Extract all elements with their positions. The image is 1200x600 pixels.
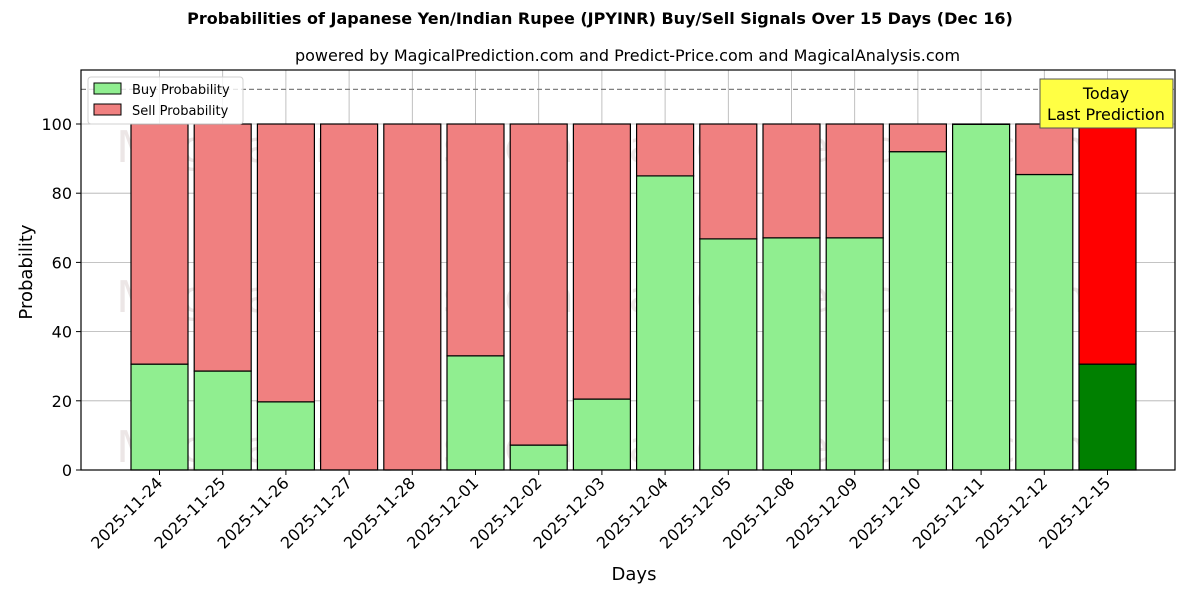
legend-sell-swatch	[93, 103, 122, 116]
buy-bar	[888, 151, 948, 471]
sell-bar	[572, 123, 632, 400]
bar-group	[446, 123, 505, 471]
sell-bar	[825, 123, 884, 239]
bar-group	[320, 123, 379, 471]
buy-bar	[572, 398, 632, 471]
sell-bar	[383, 123, 442, 471]
sell-bar	[256, 123, 315, 403]
buy-bar	[635, 175, 695, 471]
annotation-line2: Last Prediction	[1047, 105, 1165, 124]
bar-group	[1078, 123, 1137, 471]
sell-bar	[1015, 123, 1074, 176]
bar-group	[635, 123, 695, 471]
bar-group	[193, 123, 252, 471]
bar-group	[572, 123, 632, 471]
buy-bar	[130, 363, 189, 471]
sell-bar	[888, 123, 948, 153]
legend-buy-swatch	[93, 82, 122, 95]
bar-group	[825, 123, 884, 471]
x-axis: 2025-11-242025-11-252025-11-262025-11-27…	[87, 470, 1114, 553]
x-axis-label: Days	[612, 564, 657, 585]
plot-frame	[80, 69, 1176, 471]
y-tick-label: 0	[62, 461, 72, 480]
y-tick-label: 80	[52, 184, 72, 203]
y-axis: 0 20 40 60 80 100	[41, 115, 81, 480]
sell-bar	[320, 123, 379, 471]
buy-bar	[1015, 173, 1074, 471]
y-tick-label: 40	[52, 323, 72, 342]
sell-bar	[699, 123, 758, 240]
buy-bar	[446, 355, 505, 471]
bar-group	[256, 123, 315, 471]
chart-subtitle: powered by MagicalPrediction.com and Pre…	[294, 46, 961, 65]
today-annotation: Today Last Prediction	[1039, 78, 1174, 129]
bar-group	[762, 123, 821, 471]
bar-group	[130, 123, 189, 471]
sell-bar	[509, 123, 568, 446]
bar-group	[383, 123, 442, 471]
buy-bar	[951, 123, 1011, 471]
bar-group	[1015, 123, 1074, 471]
buy-bar	[193, 370, 252, 471]
annotation-line1: Today	[1082, 84, 1129, 103]
sell-bar	[130, 123, 189, 365]
bar-group	[888, 123, 948, 471]
legend: Buy Probability Sell Probability	[87, 76, 244, 125]
buy-bar	[256, 401, 315, 471]
sell-bar	[193, 123, 252, 372]
bar-group	[699, 123, 758, 471]
y-tick-label: 100	[41, 115, 72, 134]
bars	[130, 123, 1137, 471]
sell-bar	[446, 123, 505, 357]
y-axis-label: Probability	[16, 224, 37, 319]
buy-bar	[1078, 363, 1137, 471]
buy-bar	[699, 238, 758, 471]
y-tick-label: 60	[52, 253, 72, 272]
chart-title: Probabilities of Japanese Yen/Indian Rup…	[187, 9, 1013, 28]
buy-bar	[762, 237, 821, 471]
buy-bar	[825, 237, 884, 471]
bar-group	[951, 123, 1011, 471]
sell-bar	[762, 123, 821, 239]
bar-group	[509, 123, 568, 471]
buy-bar	[509, 444, 568, 471]
legend-sell-label: Sell Probability	[132, 104, 229, 119]
y-tick-label: 20	[52, 392, 72, 411]
sell-bar	[1078, 123, 1137, 365]
legend-buy-label: Buy Probability	[132, 83, 230, 98]
sell-bar	[635, 123, 695, 177]
